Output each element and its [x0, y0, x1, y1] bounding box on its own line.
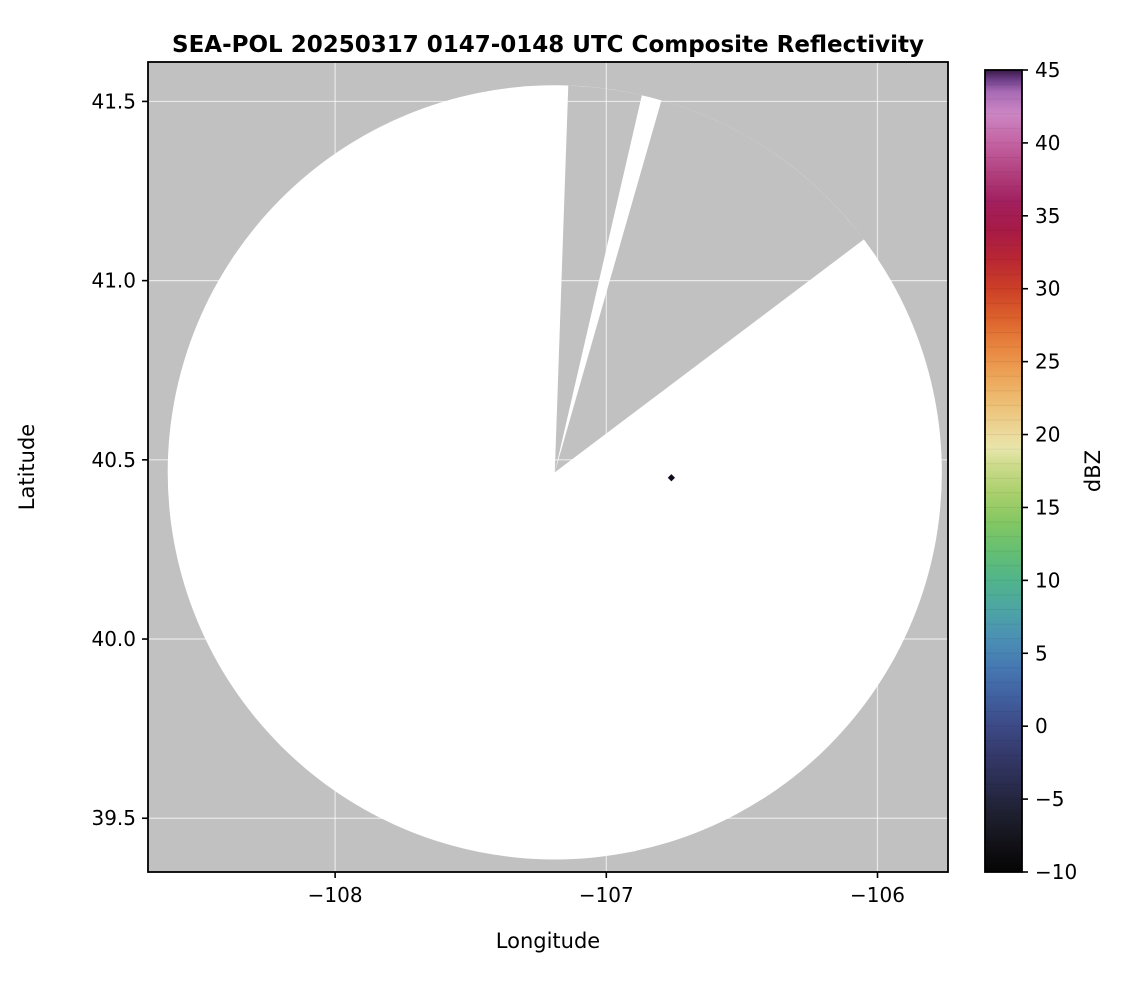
y-tick-label: 40.0: [91, 627, 136, 651]
y-axis-label: Latitude: [15, 424, 39, 510]
colorbar-tick-label: 15: [1035, 495, 1060, 519]
y-tick-label: 40.5: [91, 448, 136, 472]
x-tick-label: −106: [850, 883, 905, 907]
colorbar-tick-label: 35: [1035, 204, 1060, 228]
colorbar-tick-label: 40: [1035, 131, 1060, 155]
colorbar-gradient: [985, 70, 1022, 872]
colorbar-tick-label: 0: [1035, 714, 1048, 738]
chart-title: SEA-POL 20250317 0147-0148 UTC Composite…: [172, 32, 924, 58]
x-axis-label: Longitude: [496, 929, 600, 953]
colorbar-tick-label: −10: [1035, 860, 1077, 884]
colorbar-axis-label: dBZ: [1081, 450, 1105, 492]
echo-pixel: [667, 474, 675, 482]
plot-border: [147, 61, 949, 873]
y-tick-label: 41.0: [91, 269, 136, 293]
colorbar-tick-label: 30: [1035, 277, 1060, 301]
y-tick-label: 41.5: [91, 89, 136, 113]
blocked-sector-wedge: [554, 85, 642, 473]
colorbar-tick-label: −5: [1035, 787, 1064, 811]
colorbar-tick-label: 25: [1035, 350, 1060, 374]
colorbar-border: [984, 69, 1023, 873]
colorbar-tick-label: 45: [1035, 58, 1060, 82]
colorbar-tick-label: 10: [1035, 568, 1060, 592]
colorbar-tick-label: 20: [1035, 423, 1060, 447]
x-tick-label: −107: [579, 883, 634, 907]
colorbar-tick-label: 5: [1035, 641, 1048, 665]
x-tick-label: −108: [308, 883, 363, 907]
y-tick-label: 39.5: [91, 806, 136, 830]
blocked-sector-wedge: [554, 100, 864, 473]
